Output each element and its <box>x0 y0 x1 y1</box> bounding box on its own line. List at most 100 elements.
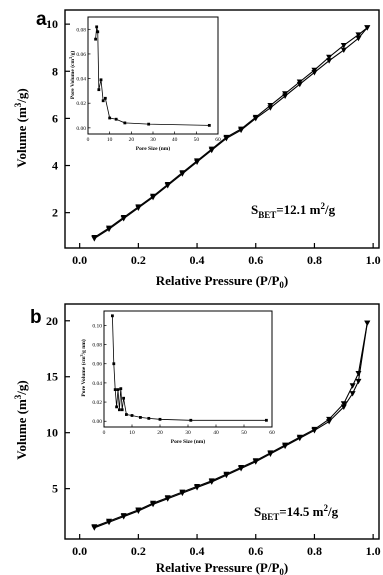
panel-b-plot-frame <box>64 303 380 540</box>
panel-a-sbet-annotation: SBET=12.1 m2/g <box>251 201 336 220</box>
panel-b-y-axis-label: Volume (m3/g) <box>13 380 29 460</box>
bi-series-0-point-9 <box>125 413 128 416</box>
b-series-1-point-2 <box>349 383 356 389</box>
a-series-1-point-7 <box>267 103 274 109</box>
ai-series-0-point-10 <box>147 122 151 126</box>
panel-b-inset-x-ticks: 0 10 20 30 40 50 60 <box>103 424 275 436</box>
a-series-1-point-19 <box>91 234 98 241</box>
bi-series-0-point-11 <box>139 416 142 419</box>
panel-b: b 0.0 0.2 0.4 0.6 0.8 1.0 5 10 15 20 Relative Pr… <box>13 303 381 575</box>
panel-a-letter: a <box>36 9 47 30</box>
ai-x-tick-label-4: 40 <box>172 137 178 143</box>
b-series-1-point-5 <box>311 426 318 433</box>
panel-b-inset: 0 10 20 30 40 50 60 0.00 0.02 0.04 0.06 0.08 0.10 P… <box>79 310 275 445</box>
b-x-tick-label-3: 0.6 <box>248 544 263 558</box>
ai-x-tick-label-2: 20 <box>129 137 135 143</box>
a-series-1-point-17 <box>120 214 127 221</box>
panel-b-inset-y-ticks: 0.00 0.02 0.04 0.06 0.08 0.10 <box>92 323 107 425</box>
ai-series-0-point-2 <box>96 30 100 34</box>
b-series-1-point-4 <box>326 416 333 423</box>
b-x-tick-label-2: 0.4 <box>190 544 205 558</box>
panel-b-y-ticks: 5 10 15 20 <box>46 314 70 496</box>
a-y-tick-label-2: 6 <box>52 111 58 125</box>
b-series-1-point-8 <box>267 450 274 456</box>
panel-a-inset-frame <box>87 16 219 135</box>
b-series-1-point-14 <box>179 489 186 495</box>
a-series-1-point-5 <box>296 79 303 85</box>
b-y-tick-label-1: 10 <box>46 426 58 440</box>
ai-series-0-point-3 <box>97 88 101 92</box>
a-series-1-point-0 <box>364 25 371 31</box>
ai-y-tick-label-3: 0.06 <box>76 52 86 58</box>
bi-series-0-point-10 <box>130 414 134 417</box>
panel-a-y-axis-label: Volume (m3/g) <box>13 88 29 168</box>
a-series-1-point-2 <box>340 42 347 49</box>
b-series-1-point-3 <box>340 401 347 407</box>
ai-series-0-point-0 <box>94 37 97 41</box>
a-y-tick-label-0: 2 <box>52 206 58 220</box>
panel-a-x-ticks: 0.0 0.2 0.4 0.6 0.8 1.0 <box>72 243 381 267</box>
a-series-0-point-17 <box>340 47 347 54</box>
ai-series-0-point-9 <box>123 121 127 125</box>
a-x-tick-label-2: 0.4 <box>190 253 205 267</box>
panel-a-series <box>91 25 371 242</box>
panel-a: a 0.0 0.2 0.4 0.6 0.8 1.0 2 4 6 8 10 Relative Pre… <box>13 9 381 290</box>
bi-x-tick-label-2: 20 <box>157 430 163 436</box>
a-x-tick-label-4: 0.8 <box>307 253 322 267</box>
b-series-0-point-19 <box>355 378 362 385</box>
a-y-tick-label-1: 4 <box>52 159 58 173</box>
bi-y-tick-label-3: 0.06 <box>92 362 102 368</box>
a-y-tick-label-4: 10 <box>46 17 58 31</box>
ai-series-0-point-11 <box>207 123 211 127</box>
bi-x-tick-label-5: 50 <box>241 430 247 436</box>
bi-y-tick-label-5: 0.10 <box>92 323 102 329</box>
bi-series-0-point-8 <box>122 396 125 400</box>
bi-y-tick-label-4: 0.08 <box>92 343 102 349</box>
ai-x-tick-label-3: 30 <box>150 137 156 143</box>
ai-x-tick-label-5: 50 <box>194 137 200 143</box>
b-series-1-point-18 <box>120 513 127 519</box>
b-x-tick-label-0: 0.0 <box>72 544 87 558</box>
b-series-1-point-19 <box>106 518 113 525</box>
a-series-1-point-10 <box>223 134 230 141</box>
panel-b-inset-y-axis-label: Pore Volume (cm3/g nm) <box>79 339 87 397</box>
panel-a-inset-x-ticks: 0 10 20 30 40 50 60 <box>87 131 221 143</box>
panel-b-inset-series <box>111 314 268 422</box>
ai-series-0-point-5 <box>101 99 105 103</box>
a-series-1-point-3 <box>326 54 333 61</box>
panel-a-inset-y-ticks: 0.00 0.02 0.04 0.06 0.08 <box>76 27 91 132</box>
b-series-1-point-6 <box>296 434 303 441</box>
bi-series-0-point-3 <box>115 405 118 409</box>
b-x-tick-label-4: 0.8 <box>307 544 322 558</box>
bi-series-0-point-4 <box>116 388 120 392</box>
a-series-1-point-4 <box>311 67 318 74</box>
b-x-tick-label-5: 1.0 <box>366 544 381 558</box>
panel-a-inset-y-axis-label: Pore Volume (cm3/g) <box>68 51 76 100</box>
b-series-1-point-0 <box>364 320 371 327</box>
bi-series-0-line <box>112 315 267 421</box>
bi-x-tick-label-3: 30 <box>185 430 191 436</box>
bi-y-tick-label-2: 0.04 <box>92 381 102 387</box>
bi-series-0-point-1 <box>112 362 116 366</box>
panel-b-inset-x-axis-label: Pore Size (nm) <box>171 438 206 445</box>
b-series-1-point-20 <box>91 524 98 530</box>
ai-series-0-point-6 <box>103 96 107 100</box>
bi-series-0-point-2 <box>113 388 117 392</box>
b-series-1-point-11 <box>223 471 230 478</box>
panel-a-plot-frame <box>64 9 380 249</box>
b-series-1-point-13 <box>194 484 201 490</box>
b-series-1-point-16 <box>150 500 157 507</box>
panel-b-sbet-annotation: SBET=14.5 m2/g <box>254 503 339 522</box>
bi-series-0-point-14 <box>189 418 193 422</box>
panel-a-inset-series <box>94 25 211 127</box>
panel-a-x-axis-label: Relative Pressure (P/P0) <box>156 273 289 290</box>
ai-y-tick-label-2: 0.04 <box>76 77 86 83</box>
bi-series-0-point-0 <box>111 314 114 318</box>
panel-a-y-ticks: 2 4 6 8 10 <box>46 17 70 220</box>
panel-b-series <box>91 320 371 531</box>
panel-b-x-axis-label: Relative Pressure (P/P0) <box>156 560 289 575</box>
ai-y-tick-label-1: 0.02 <box>76 101 86 107</box>
a-y-tick-label-3: 8 <box>52 64 58 78</box>
bi-y-tick-label-0: 0.00 <box>92 419 102 425</box>
ai-x-tick-label-0: 0 <box>87 137 90 143</box>
